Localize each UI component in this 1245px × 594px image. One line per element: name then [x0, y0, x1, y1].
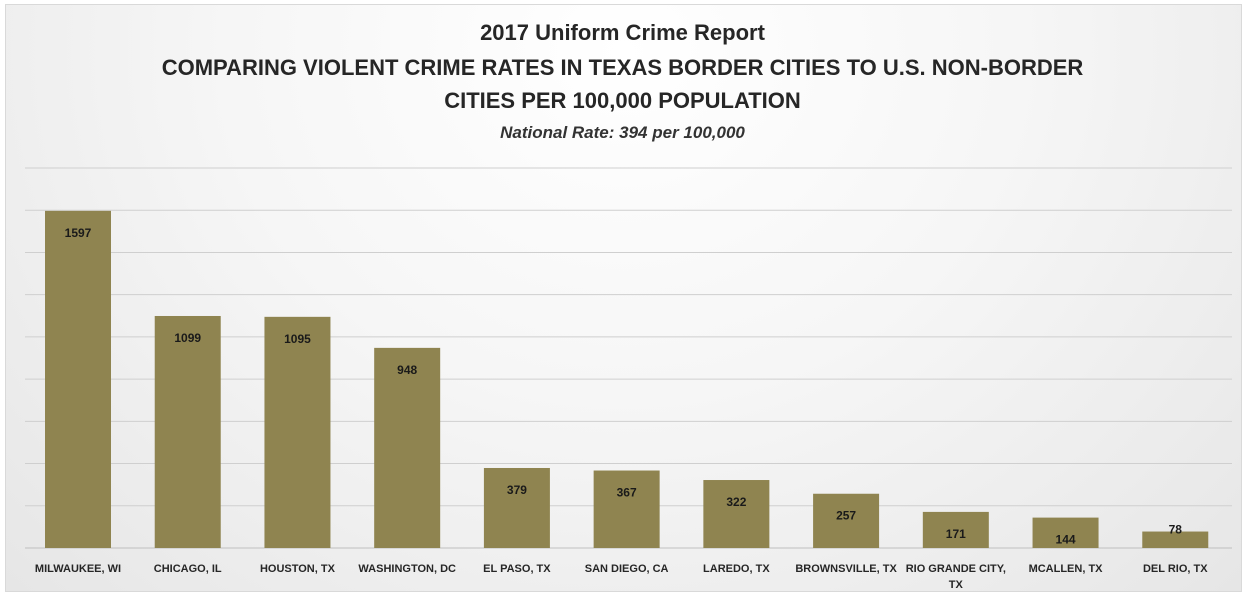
- data-label: 948: [397, 363, 417, 377]
- bar: [703, 480, 770, 548]
- chart-title: 2017 Uniform Crime Report: [480, 20, 765, 45]
- data-label: 257: [836, 509, 856, 523]
- category-label: RIO GRANDE CITY,: [906, 563, 1006, 575]
- bar: [813, 493, 880, 548]
- bar: [483, 467, 550, 548]
- bar: [154, 315, 221, 548]
- data-label: 171: [946, 527, 966, 541]
- category-label: SAN DIEGO, CA: [585, 563, 669, 575]
- national-rate-note: National Rate: 394 per 100,000: [500, 123, 745, 142]
- data-label: 78: [1169, 523, 1183, 537]
- category-label: CHICAGO, IL: [154, 563, 222, 575]
- category-label: LAREDO, TX: [703, 563, 770, 575]
- bar: [1032, 517, 1099, 548]
- category-label: MCALLEN, TX: [1029, 563, 1104, 575]
- bar: [1142, 531, 1209, 548]
- data-label: 379: [507, 483, 527, 497]
- data-label: 144: [1056, 533, 1076, 547]
- category-label: BROWNSVILLE, TX: [795, 563, 897, 575]
- category-label: WASHINGTON, DC: [358, 563, 456, 575]
- bar: [264, 316, 331, 548]
- category-label: DEL RIO, TX: [1143, 563, 1208, 575]
- category-label: TX: [949, 579, 964, 591]
- bar: [593, 470, 660, 548]
- chart-subtitle-line-1: COMPARING VIOLENT CRIME RATES IN TEXAS B…: [161, 55, 1084, 80]
- bar: [374, 347, 441, 548]
- category-label: HOUSTON, TX: [260, 563, 336, 575]
- chart-subtitle-line-2: CITIES PER 100,000 POPULATION: [444, 88, 801, 113]
- data-label: 1597: [65, 226, 92, 240]
- data-label: 1099: [174, 331, 201, 345]
- data-label: 1095: [284, 332, 311, 346]
- data-label: 367: [617, 486, 637, 500]
- bar: [922, 511, 989, 548]
- category-label: MILWAUKEE, WI: [35, 563, 121, 575]
- bar: [45, 210, 111, 548]
- data-label: 322: [726, 495, 746, 509]
- category-label: EL PASO, TX: [483, 563, 551, 575]
